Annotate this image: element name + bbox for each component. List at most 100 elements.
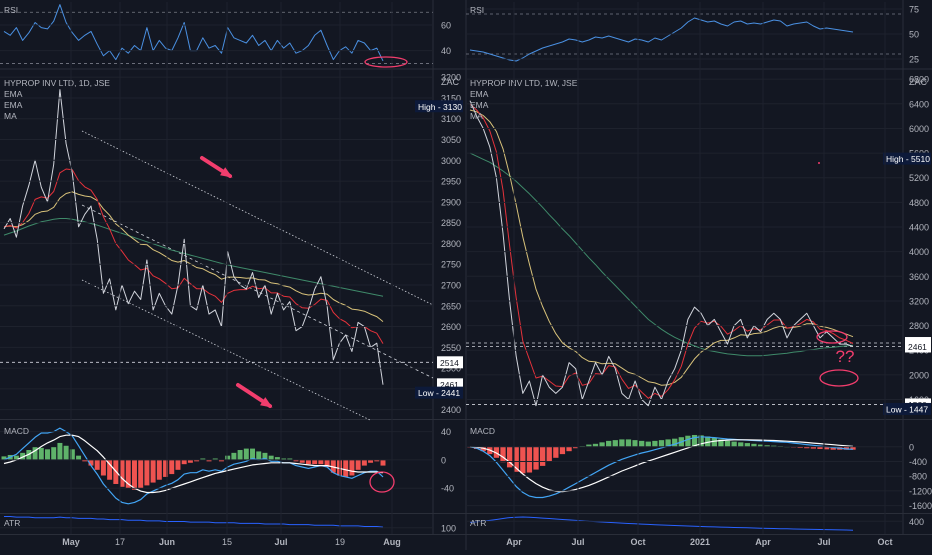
macd-histogram-bar <box>698 435 704 447</box>
price-y-tick: 3200 <box>909 296 929 306</box>
annotations: ?? <box>200 56 859 493</box>
down-arrow-lower <box>236 383 273 408</box>
macd-histogram-bar <box>368 459 374 463</box>
macd-histogram-bar <box>691 434 698 447</box>
price-label-2514: 2514 <box>437 356 463 369</box>
macd-histogram-bar <box>231 452 237 460</box>
price-y-tick: 4000 <box>909 247 929 257</box>
macd-histogram-bar <box>324 459 330 467</box>
macd-histogram-bar <box>586 444 592 447</box>
macd-histogram-bar <box>144 459 150 486</box>
macd-histogram-bar <box>94 459 100 470</box>
macd-histogram-bar <box>82 459 88 462</box>
atr-title: ATR <box>470 518 486 528</box>
ema-slow-line <box>3 191 384 322</box>
price-y-tick: 2000 <box>909 370 929 380</box>
macd-histogram-bar <box>299 459 305 463</box>
macd-histogram-bar <box>312 459 318 465</box>
macd-title: MACD <box>470 426 495 436</box>
price-y-tick: 2750 <box>441 260 461 270</box>
macd-histogram-bar <box>156 459 162 480</box>
ma-line <box>469 152 854 357</box>
price-label-text: High - 3130 <box>418 102 462 112</box>
macd-histogram-bar <box>764 445 770 447</box>
atr-line <box>469 516 854 531</box>
macd-histogram-bar <box>751 443 757 447</box>
macd-histogram-bar <box>705 436 711 447</box>
macd-histogram-bar <box>520 446 526 474</box>
macd-histogram-bar <box>810 446 817 449</box>
rsi-y-tick: 75 <box>909 5 919 15</box>
x-tick-label: Oct <box>877 537 892 547</box>
macd-line <box>469 436 854 499</box>
macd-histogram-bar <box>88 459 94 466</box>
rsi-y-tick: 60 <box>441 21 451 31</box>
macd-histogram-bar <box>57 442 63 460</box>
arrow-head <box>260 397 273 408</box>
price-label-2461: 2461 <box>905 340 931 353</box>
signal-line <box>469 439 854 493</box>
x-tick-label: Apr <box>755 537 771 547</box>
macd-histogram-bar <box>843 446 850 450</box>
macd-histogram-bar <box>13 455 19 460</box>
macd-histogram-bar <box>625 439 632 447</box>
ema-fast-line <box>469 103 854 399</box>
macd-histogram-bar <box>38 447 44 460</box>
macd-histogram-bar <box>744 443 750 447</box>
price-y-tick: 2800 <box>909 321 929 331</box>
price-label-text: 2461 <box>908 342 927 352</box>
macd-histogram-bar <box>169 459 175 475</box>
price-label-box <box>415 100 463 113</box>
macd-histogram-bar <box>718 439 724 447</box>
macd-histogram-bar <box>125 459 131 489</box>
indicator-legend-ma: MA <box>470 111 483 121</box>
macd-histogram-bar <box>632 440 638 447</box>
macd-histogram-bar <box>225 455 231 460</box>
macd-y-tick: 0 <box>441 455 446 465</box>
price-label-text: Low - 2441 <box>418 388 460 398</box>
indicator-legend-ma: MA <box>4 111 17 121</box>
macd-circle-annotation <box>369 471 395 493</box>
signal-line <box>3 434 384 494</box>
macd-histogram-bar <box>493 446 500 458</box>
macd-histogram-bar <box>526 446 533 473</box>
price-y-tick: 2950 <box>441 177 461 187</box>
macd-histogram-bar <box>243 448 249 460</box>
price-label-text: 2461 <box>440 380 459 390</box>
macd-histogram-bar <box>665 439 671 447</box>
macd-histogram-bar <box>181 459 187 465</box>
macd-y-tick: 0 <box>909 442 914 452</box>
macd-histogram-bar <box>533 446 539 470</box>
macd-histogram-bar <box>380 459 386 466</box>
macd-histogram-bar <box>187 459 193 463</box>
macd-histogram-bar <box>480 446 486 452</box>
macd-histogram-bar <box>1 456 7 460</box>
indicator-legend-ema: EMA <box>470 100 489 110</box>
macd-histogram-bar <box>619 439 625 447</box>
macd-histogram-bar <box>287 458 293 460</box>
macd-y-tick: -1200 <box>909 486 932 496</box>
price-y-tick: 2400 <box>441 405 461 415</box>
x-axis: Apr Jul Oct 2021 Apr Jul Oct <box>506 537 892 547</box>
macd-y-tick: -1600 <box>909 501 932 511</box>
price-y-tick: 2850 <box>441 218 461 228</box>
macd-histogram-bar <box>823 446 830 450</box>
x-tick-label: Aug <box>383 537 401 547</box>
macd-histogram-bar <box>163 459 169 477</box>
macd-histogram-bar <box>374 459 380 462</box>
price-y-tick: 2700 <box>441 280 461 290</box>
atr-line <box>4 516 384 528</box>
macd-histogram-bar <box>645 441 651 447</box>
macd-histogram-bar <box>194 459 200 462</box>
indicator-legend-ema: EMA <box>4 89 23 99</box>
macd-histogram-bar <box>138 459 144 489</box>
indicator-legend-ema: EMA <box>470 89 489 99</box>
price-y-tick: 3200 <box>441 73 461 83</box>
macd-histogram-bar <box>256 451 262 460</box>
macd-histogram-bar <box>218 459 224 462</box>
macd-histogram-bar <box>51 447 57 460</box>
macd-histogram-bar <box>738 442 744 447</box>
macd-y-tick: -800 <box>909 472 927 482</box>
macd-histogram-bar <box>639 440 645 447</box>
